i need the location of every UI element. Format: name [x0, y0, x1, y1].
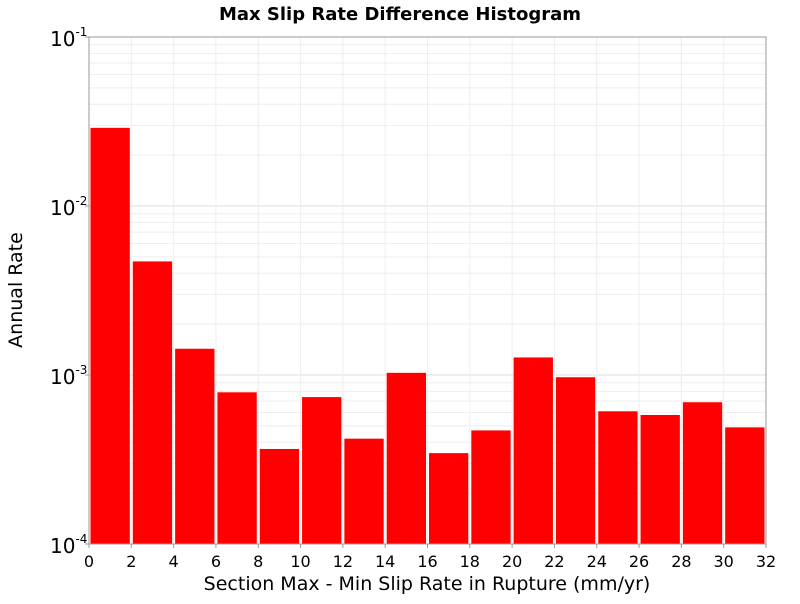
histogram-bar — [217, 392, 257, 544]
x-tick-label: 28 — [671, 552, 691, 571]
y-axis-label: Annual Rate — [5, 232, 27, 348]
y-tick-label: 10-1 — [50, 25, 87, 51]
x-tick-label: 8 — [253, 552, 263, 571]
histogram-bar — [513, 357, 553, 544]
histogram-bar — [90, 127, 130, 544]
x-tick-label: 2 — [126, 552, 136, 571]
histogram-bar — [598, 411, 638, 544]
x-tick-label: 4 — [169, 552, 179, 571]
bars — [90, 127, 765, 544]
x-tick-label: 0 — [84, 552, 94, 571]
x-axis-label: Section Max - Min Slip Rate in Rupture (… — [204, 573, 651, 595]
histogram-bar — [640, 414, 680, 544]
x-tick-label: 10 — [290, 552, 310, 571]
x-tick-label: 22 — [544, 552, 564, 571]
x-tick-label: 32 — [756, 552, 776, 571]
y-axis-ticks: 10-1 10-2 10-3 10-4 — [50, 25, 89, 558]
histogram-bar — [429, 453, 469, 544]
x-axis-ticks: 0 2 4 6 8 10 12 14 16 18 20 22 24 26 28 30 32 — [84, 544, 776, 571]
histogram-bar — [302, 397, 342, 544]
x-tick-label: 14 — [375, 552, 395, 571]
x-tick-label: 6 — [211, 552, 221, 571]
y-tick-label: 10-4 — [50, 532, 87, 558]
x-tick-label: 26 — [629, 552, 649, 571]
y-tick-label: 10-2 — [50, 194, 87, 220]
histogram-bar — [386, 372, 426, 544]
histogram-bar — [471, 430, 511, 544]
x-tick-label: 16 — [417, 552, 437, 571]
histogram-bar — [175, 348, 215, 544]
histogram-bar — [259, 448, 300, 544]
histogram-bar — [725, 427, 765, 544]
y-tick-label: 10-3 — [50, 363, 87, 389]
x-tick-label: 18 — [460, 552, 480, 571]
histogram-bar — [344, 438, 384, 544]
chart-title: Max Slip Rate Difference Histogram — [219, 4, 581, 25]
histogram-bar — [132, 261, 173, 544]
x-tick-label: 20 — [502, 552, 522, 571]
x-tick-label: 24 — [587, 552, 607, 571]
histogram-bar — [682, 402, 723, 544]
x-tick-label: 30 — [714, 552, 734, 571]
histogram-bar — [555, 377, 596, 544]
x-tick-label: 12 — [333, 552, 353, 571]
